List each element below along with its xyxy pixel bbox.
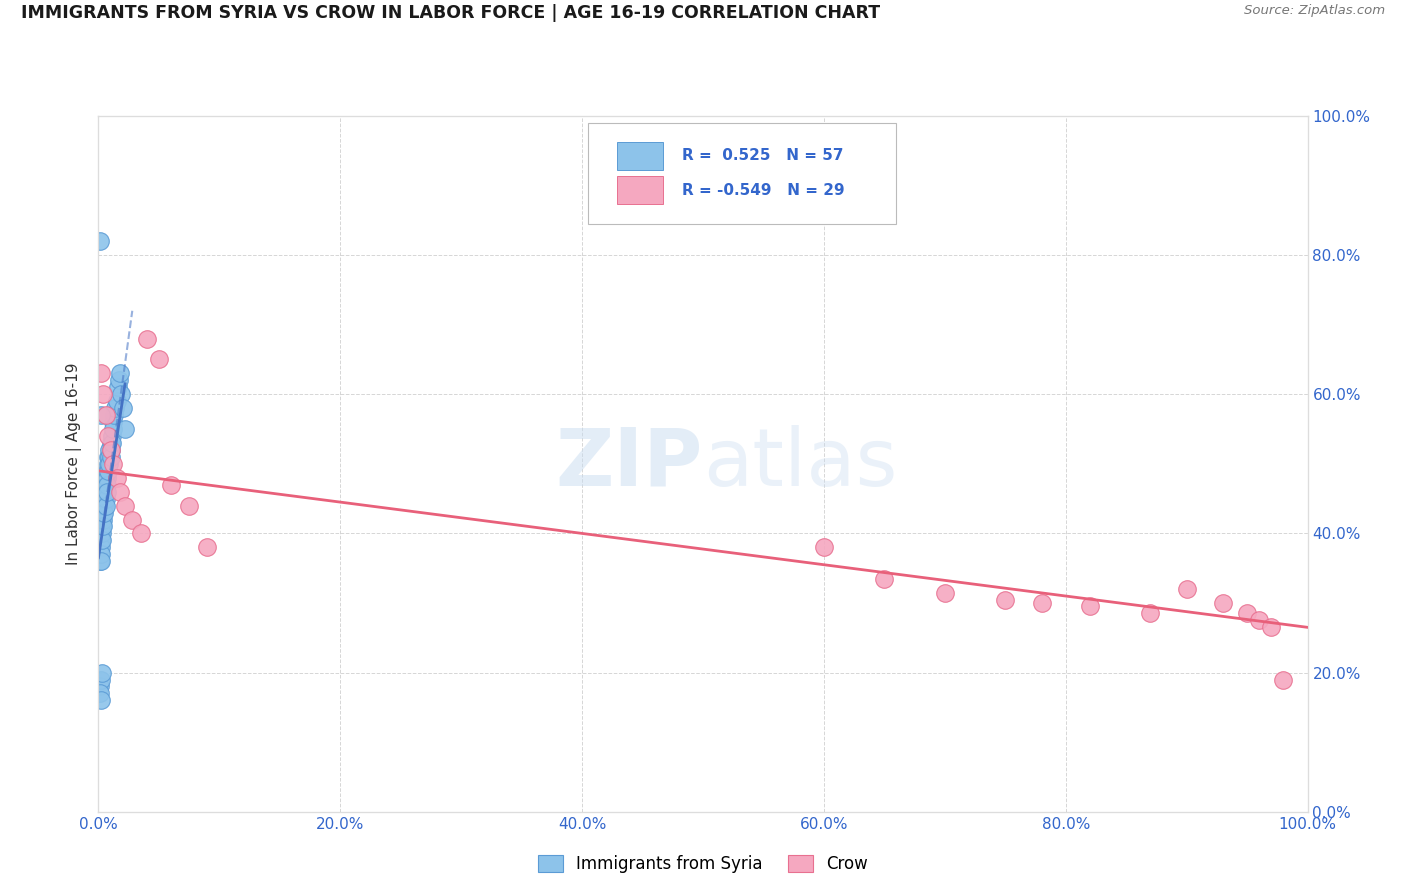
Point [91, 512, 114, 526]
Text: atlas: atlas [703, 425, 897, 503]
Point [1031, 596, 1053, 610]
Point [89, 234, 111, 248]
Point [94, 477, 117, 491]
Point [96, 471, 118, 485]
FancyBboxPatch shape [617, 142, 664, 169]
Point [89, 547, 111, 561]
Point [111, 401, 134, 416]
Point [97, 429, 120, 443]
Point [108, 367, 131, 381]
Point [101, 457, 124, 471]
Point [91, 526, 114, 541]
Point [89, 686, 111, 700]
Point [104, 401, 127, 416]
Point [97, 464, 120, 478]
Point [98, 450, 121, 464]
FancyBboxPatch shape [588, 123, 897, 224]
Point [179, 499, 201, 513]
Point [97, 450, 120, 464]
Point [98, 442, 121, 457]
Point [160, 477, 183, 491]
Legend: Immigrants from Syria, Crow: Immigrants from Syria, Crow [531, 848, 875, 880]
Point [873, 572, 896, 586]
Point [98, 457, 121, 471]
Point [1212, 596, 1234, 610]
Point [90, 673, 112, 687]
Point [97, 457, 120, 471]
Point [1175, 582, 1198, 596]
Point [114, 422, 136, 436]
Point [101, 415, 124, 429]
Point [91, 506, 114, 520]
Point [100, 450, 122, 464]
Point [90, 533, 112, 548]
Point [90, 693, 112, 707]
Point [91, 499, 114, 513]
Y-axis label: In Labor Force | Age 16-19: In Labor Force | Age 16-19 [66, 362, 83, 566]
Point [89, 554, 111, 568]
Point [100, 442, 122, 457]
Point [107, 380, 129, 394]
Point [90, 547, 112, 561]
Point [813, 541, 835, 555]
Text: R = -0.549   N = 29: R = -0.549 N = 29 [682, 183, 845, 198]
Point [96, 464, 118, 478]
Point [91, 665, 114, 680]
Point [94, 499, 117, 513]
Point [105, 471, 128, 485]
Point [100, 436, 122, 450]
Point [1260, 620, 1282, 634]
Point [91, 387, 114, 401]
Point [1078, 599, 1101, 614]
Point [94, 491, 117, 506]
Point [90, 526, 112, 541]
Point [114, 499, 136, 513]
Point [90, 541, 112, 555]
Point [93, 499, 115, 513]
Text: IMMIGRANTS FROM SYRIA VS CROW IN LABOR FORCE | AGE 16-19 CORRELATION CHART: IMMIGRANTS FROM SYRIA VS CROW IN LABOR F… [21, 4, 880, 22]
Point [100, 442, 122, 457]
Point [93, 506, 115, 520]
Point [934, 585, 956, 599]
Point [100, 429, 122, 443]
Point [93, 491, 115, 506]
Point [96, 484, 118, 499]
FancyBboxPatch shape [617, 177, 664, 204]
Point [108, 484, 131, 499]
Point [91, 512, 114, 526]
Point [994, 592, 1017, 607]
Point [96, 477, 118, 491]
Point [91, 519, 114, 533]
Point [1272, 673, 1295, 687]
Point [101, 422, 124, 436]
Point [121, 512, 143, 526]
Point [90, 408, 112, 422]
Text: R =  0.525   N = 57: R = 0.525 N = 57 [682, 148, 844, 163]
Point [105, 394, 128, 409]
Point [195, 541, 218, 555]
Point [148, 352, 170, 367]
Point [90, 554, 112, 568]
Point [91, 519, 114, 533]
Point [135, 332, 157, 346]
Point [89, 680, 111, 694]
Text: ZIP: ZIP [555, 425, 703, 503]
Point [108, 373, 131, 387]
Point [90, 367, 112, 381]
Text: Source: ZipAtlas.com: Source: ZipAtlas.com [1244, 4, 1385, 18]
Point [94, 484, 117, 499]
Point [1249, 614, 1271, 628]
Point [93, 484, 115, 499]
Point [91, 506, 114, 520]
Point [1139, 607, 1161, 621]
Point [110, 387, 132, 401]
Point [1236, 607, 1258, 621]
Point [129, 526, 152, 541]
Point [100, 436, 122, 450]
Point [94, 408, 117, 422]
Point [91, 533, 114, 548]
Point [103, 408, 125, 422]
